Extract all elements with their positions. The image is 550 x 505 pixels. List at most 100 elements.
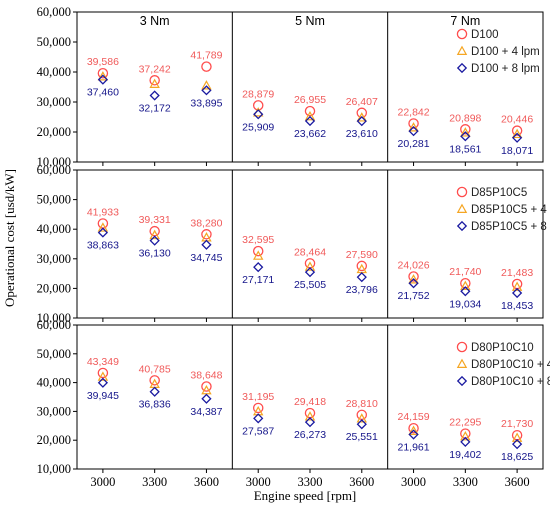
data-point xyxy=(97,227,109,238)
data-label-top: 20,898 xyxy=(449,112,481,124)
data-point xyxy=(511,132,523,143)
data-label-top: 28,810 xyxy=(346,398,378,410)
data-point xyxy=(356,272,367,283)
data-label-bottom: 23,610 xyxy=(346,128,378,140)
data-point xyxy=(408,422,419,434)
legend-entry: D100 xyxy=(471,29,499,41)
data-point xyxy=(356,419,367,430)
data-point xyxy=(149,229,160,240)
data-label-top: 22,842 xyxy=(397,106,429,118)
data-label-bottom: 19,034 xyxy=(449,298,481,310)
data-point xyxy=(304,105,316,117)
y-tick-label: 50,000 xyxy=(37,193,71,207)
data-point xyxy=(97,371,109,381)
data-label-bottom: 36,130 xyxy=(139,248,171,260)
data-point xyxy=(253,413,264,424)
y-tick-label: 60,000 xyxy=(37,318,71,332)
data-label-bottom: 34,387 xyxy=(190,406,222,418)
y-tick-label: 60,000 xyxy=(37,163,71,177)
x-tick-label: 3000 xyxy=(90,475,115,489)
data-point xyxy=(408,118,419,129)
torque-group-label: 5 Nm xyxy=(295,14,325,28)
legend-marker xyxy=(456,341,468,353)
data-point xyxy=(149,90,160,101)
data-label-top: 38,648 xyxy=(190,369,222,381)
x-tick-label: 3300 xyxy=(298,475,323,489)
data-point xyxy=(408,271,419,282)
data-point xyxy=(201,393,212,404)
data-point xyxy=(408,274,419,284)
data-point xyxy=(304,411,316,421)
data-label-top: 38,280 xyxy=(190,217,222,229)
data-point xyxy=(304,266,316,278)
legend-marker xyxy=(456,186,468,198)
data-label-bottom: 25,505 xyxy=(294,279,326,291)
y-tick-label: 40,000 xyxy=(37,376,71,390)
data-point xyxy=(149,235,160,246)
data-label-bottom: 18,453 xyxy=(501,300,533,312)
data-point xyxy=(460,286,471,297)
data-point xyxy=(252,245,264,257)
data-label-top: 39,586 xyxy=(87,56,119,68)
y-tick-label: 10,000 xyxy=(37,311,71,325)
torque-group-label: 3 Nm xyxy=(140,14,170,28)
data-point xyxy=(201,85,212,96)
data-label-top: 28,464 xyxy=(294,246,326,258)
data-point xyxy=(460,431,471,441)
data-point xyxy=(97,367,109,379)
data-point xyxy=(201,61,212,72)
y-tick-label: 40,000 xyxy=(37,65,71,79)
y-tick-label: 10,000 xyxy=(37,462,71,476)
data-label-top: 37,242 xyxy=(139,63,171,75)
data-label-bottom: 20,281 xyxy=(397,138,429,150)
data-label-bottom: 36,836 xyxy=(139,399,171,411)
data-point xyxy=(201,229,212,240)
data-point xyxy=(252,402,264,414)
data-point xyxy=(149,75,160,86)
legend-marker xyxy=(456,28,468,40)
data-label-bottom: 21,752 xyxy=(397,290,429,302)
data-label-bottom: 27,587 xyxy=(242,425,274,437)
data-point xyxy=(511,128,523,139)
data-point xyxy=(408,122,419,132)
y-tick-label: 30,000 xyxy=(37,95,71,109)
y-tick-label: 20,000 xyxy=(37,433,71,447)
data-label-bottom: 33,895 xyxy=(190,97,222,109)
data-point xyxy=(356,116,367,127)
data-label-top: 22,295 xyxy=(449,417,481,429)
legend-marker xyxy=(456,45,468,55)
legend-marker xyxy=(456,203,468,213)
y-tick-label: 30,000 xyxy=(37,404,71,418)
data-label-top: 21,740 xyxy=(449,266,481,278)
legend-entry: D85P10C5 + 4 lpm xyxy=(471,204,550,216)
data-point xyxy=(511,281,523,291)
data-point xyxy=(253,109,264,120)
data-point xyxy=(201,80,212,90)
data-label-top: 43,349 xyxy=(87,356,119,368)
data-label-bottom: 27,171 xyxy=(242,274,274,286)
data-point xyxy=(149,375,160,386)
legend-entry: D80P10C10 + 8 lpm xyxy=(471,376,550,388)
data-label-bottom: 23,662 xyxy=(294,128,326,140)
legend-marker xyxy=(456,375,468,387)
data-point xyxy=(97,377,109,388)
legend-entry: D85P10C5 + 8 lpm xyxy=(471,221,550,233)
y-tick-label: 30,000 xyxy=(37,252,71,266)
data-point xyxy=(201,239,212,250)
data-point xyxy=(149,78,160,88)
data-point xyxy=(356,260,368,272)
data-point xyxy=(304,110,316,121)
data-label-top: 31,195 xyxy=(242,391,274,403)
data-point xyxy=(304,417,316,428)
plot-area: 10,000 20,000 30,000 40,000 50,000 60,000 3 Nm… xyxy=(37,5,550,489)
data-label-top: 24,026 xyxy=(397,259,429,271)
y-tick-label: 50,000 xyxy=(37,347,71,361)
legend-entry: D80P10C10 + 4 lpm xyxy=(471,359,550,371)
data-label-top: 21,483 xyxy=(501,267,533,279)
data-point xyxy=(408,126,419,137)
data-label-bottom: 25,909 xyxy=(242,121,274,133)
y-tick-label: 40,000 xyxy=(37,222,71,236)
data-label-bottom: 37,460 xyxy=(87,87,119,99)
x-tick-label: 3000 xyxy=(401,475,426,489)
